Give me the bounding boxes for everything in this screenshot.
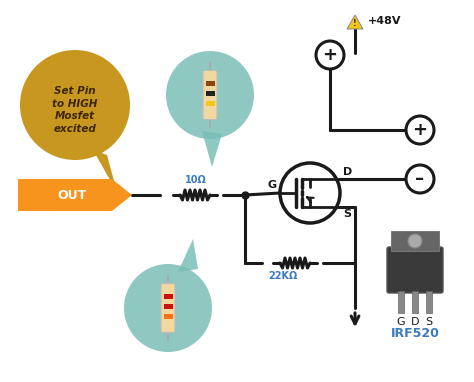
Text: IRF520: IRF520	[391, 327, 439, 340]
Bar	[412, 291, 418, 313]
Circle shape	[406, 165, 434, 193]
Bar	[398, 291, 404, 313]
Circle shape	[406, 116, 434, 144]
Circle shape	[408, 234, 422, 248]
Bar	[206, 100, 215, 105]
Bar	[206, 91, 215, 96]
Text: +: +	[322, 46, 337, 64]
Polygon shape	[93, 150, 117, 192]
Text: G: G	[268, 180, 277, 190]
FancyBboxPatch shape	[203, 71, 217, 120]
Circle shape	[280, 163, 340, 223]
Bar	[206, 81, 215, 86]
Text: OUT: OUT	[57, 188, 87, 201]
Circle shape	[316, 41, 344, 69]
Text: D: D	[411, 317, 419, 327]
Text: +: +	[412, 121, 428, 139]
Bar	[164, 314, 173, 319]
Text: !: !	[353, 18, 357, 28]
Text: D: D	[343, 167, 352, 177]
Bar	[391, 231, 439, 251]
Text: G: G	[397, 317, 405, 327]
Text: 10Ω: 10Ω	[185, 175, 207, 185]
FancyBboxPatch shape	[161, 283, 175, 332]
Text: –: –	[415, 170, 425, 188]
Polygon shape	[18, 179, 132, 211]
Text: +48V: +48V	[368, 16, 401, 26]
Polygon shape	[347, 15, 363, 29]
Bar	[426, 291, 432, 313]
FancyBboxPatch shape	[387, 247, 443, 293]
Text: S: S	[343, 209, 351, 219]
Text: Set Pin
to HIGH
Mosfet
excited: Set Pin to HIGH Mosfet excited	[52, 86, 98, 134]
Circle shape	[20, 50, 130, 160]
Polygon shape	[178, 239, 198, 272]
Circle shape	[166, 51, 254, 139]
Bar	[164, 293, 173, 298]
Text: S: S	[426, 317, 433, 327]
Polygon shape	[202, 131, 222, 167]
Text: 22KΩ: 22KΩ	[268, 271, 298, 281]
Circle shape	[124, 264, 212, 352]
Bar	[164, 304, 173, 309]
